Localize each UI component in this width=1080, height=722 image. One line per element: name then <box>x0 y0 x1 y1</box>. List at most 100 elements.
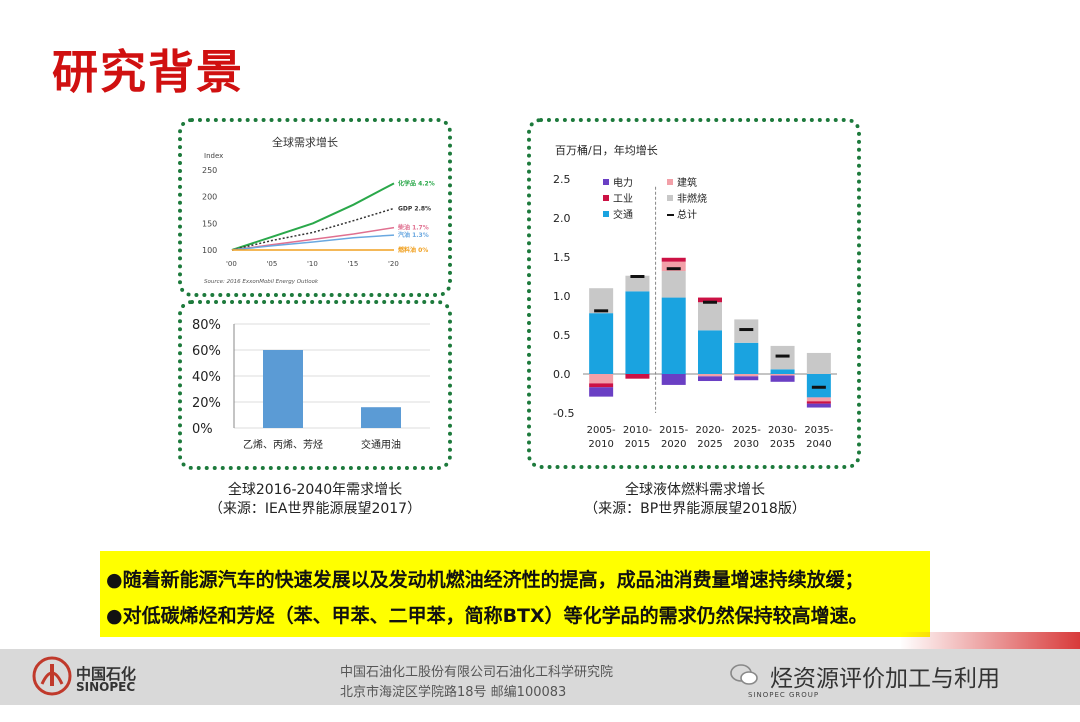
left-caption-title: 全球2016-2040年需求增长 <box>227 482 403 498</box>
bar-segment-industry <box>661 257 686 262</box>
legend-label-total: 总计 <box>677 208 697 221</box>
chart1-xtick: '20 <box>388 260 399 268</box>
series-label-diesel: 柴油 1.7% <box>397 224 429 232</box>
chart3-xtick: 2015 <box>625 439 650 450</box>
bar-segment-transport <box>661 297 686 374</box>
bar-segment-nonfuel <box>734 319 759 343</box>
total-marker <box>594 309 609 313</box>
chart3-ytick: -0.5 <box>553 407 574 420</box>
series-line-gasoline <box>231 234 395 251</box>
legend-swatch-nonfuel <box>667 195 673 201</box>
chart3-xtick: 2015- <box>659 425 688 436</box>
chart1-ytick: 250 <box>202 166 217 175</box>
bar-segment-building <box>698 374 722 377</box>
page-title: 研究背景 <box>52 45 244 99</box>
bar-segment-industry <box>698 297 722 303</box>
chart3-xtick: 2020- <box>695 425 724 436</box>
bar-segment-transport <box>698 330 722 374</box>
bar-segment-industry <box>806 401 831 404</box>
wechat-account-name: 烃资源评价加工与利用 <box>770 666 1000 692</box>
legend-label-nonfuel: 非燃烧 <box>677 192 707 205</box>
chart3-xtick: 2025 <box>697 439 722 450</box>
bar-chart-panel: 80% 60% 40% 20% 0% 乙烯、丙烯、芳烃 交通用油 <box>178 300 452 470</box>
legend-swatch-power <box>603 179 609 185</box>
chart3-xtick: 2010- <box>623 425 652 436</box>
chart3-ytick: 1.5 <box>553 251 571 264</box>
chart1-ylabel: Index <box>204 152 223 160</box>
right-caption: 全球液体燃料需求增长 （来源：BP世界能源展望2018版） <box>560 481 830 519</box>
wechat-icon <box>730 664 758 685</box>
bar-segment-industry <box>589 383 614 388</box>
bar-segment-power <box>589 387 614 397</box>
bar-segment-transport <box>625 291 650 374</box>
stacked-bar-chart-panel: 百万桶/日，年均增长 2.5 2.0 1.5 1.0 0.5 0.0 -0.5 2005- 2… <box>527 118 861 469</box>
chart3-xtick: 2035- <box>804 425 833 436</box>
chart1-ytick: 200 <box>202 193 217 202</box>
line-chart-panel: 全球需求增长 Index 250 200 150 100 '00 '05 '10 '15 '20… <box>178 118 452 297</box>
left-caption-source: （来源：IEA世界能源展望2017） <box>208 501 422 517</box>
total-marker <box>703 300 717 304</box>
chart2-ytick: 0% <box>192 422 213 437</box>
left-caption: 全球2016-2040年需求增长 （来源：IEA世界能源展望2017） <box>178 481 452 519</box>
chart3-xtick: 2025- <box>732 425 761 436</box>
series-label-gdp: GDP 2.8% <box>398 205 431 212</box>
legend-label-building: 建筑 <box>677 176 697 189</box>
series-line-chem <box>231 182 395 251</box>
chart1-xtick: '15 <box>348 260 359 268</box>
bar-segment-nonfuel <box>806 352 831 374</box>
chart2-ytick: 20% <box>192 396 221 411</box>
liquid-fuel-demand-chart: 百万桶/日，年均增长 2.5 2.0 1.5 1.0 0.5 0.0 -0.5 2005- 2… <box>553 143 837 450</box>
chart3-ytick: 1.0 <box>553 290 571 303</box>
series-label-chem: 化学品 4.2% <box>398 179 435 187</box>
right-caption-title: 全球液体燃料需求增长 <box>625 482 765 498</box>
chart3-xtick: 2035 <box>770 439 795 450</box>
sinopec-logo-icon <box>32 656 72 696</box>
logo-cn-text: 中国石化 <box>76 665 137 683</box>
chart1-xtick: '10 <box>307 260 318 268</box>
bar-1 <box>361 407 401 428</box>
total-marker <box>739 328 754 332</box>
chart3-ytick: 0.0 <box>553 368 571 381</box>
series-label-gasoline: 汽油 1.3% <box>398 231 429 239</box>
chart3-xtick: 2020 <box>661 439 686 450</box>
chart3-xtick: 2030 <box>734 439 759 450</box>
chart3-unit-label: 百万桶/日，年均增长 <box>555 143 658 157</box>
bar-segment-power <box>770 375 795 382</box>
chart2-ytick: 40% <box>192 370 221 385</box>
series-line-diesel <box>231 226 395 251</box>
legend-label-industry: 工业 <box>613 193 633 205</box>
chart2-category-label: 乙烯、丙烯、芳烃 <box>243 438 323 451</box>
legend-swatch-total <box>667 214 674 216</box>
chart1-ytick: 100 <box>202 246 217 255</box>
footer-address: 北京市海淀区学院路18号 邮编100083 <box>340 685 567 700</box>
bar-segment-building <box>734 374 759 377</box>
total-marker <box>630 275 645 278</box>
global-demand-line-chart: 全球需求增长 Index 250 200 150 100 '00 '05 '10 '15 '20… <box>202 135 435 285</box>
chart3-xtick: 2030- <box>768 425 797 436</box>
right-caption-source: （来源：BP世界能源展望2018版） <box>584 501 806 517</box>
logo-en-text: SINOPEC <box>76 680 136 694</box>
total-marker <box>811 385 826 389</box>
chart3-ytick: 2.5 <box>553 173 571 186</box>
series-line-gdp <box>231 207 395 251</box>
sinopec-group-text: SINOPEC GROUP <box>748 691 820 699</box>
chart1-xtick: '00 <box>226 260 237 268</box>
highlight-note: ●随着新能源汽车的快速发展以及发动机燃油经济性的提高，成品油消费量增速持续放缓；… <box>100 551 930 637</box>
chart3-xtick: 2040 <box>806 439 831 450</box>
bar-segment-nonfuel <box>661 271 686 298</box>
bar-segment-power <box>734 376 759 381</box>
legend-label-power: 电力 <box>613 176 633 189</box>
bar-segment-building <box>589 374 614 384</box>
total-marker <box>666 267 681 271</box>
bar-segment-nonfuel <box>770 345 795 370</box>
chart2-ytick: 80% <box>192 318 221 333</box>
bar-segment-transport <box>806 374 831 398</box>
chart3-xtick: 2005- <box>587 425 616 436</box>
bar-segment-transport <box>589 313 614 374</box>
chart2-category-label: 交通用油 <box>361 438 401 451</box>
note-line-2: ●对低碳烯烃和芳烃（苯、甲苯、二甲苯，简称BTX）等化学品的需求仍然保持较高增速… <box>106 605 868 627</box>
bar-segment-building <box>661 261 686 272</box>
series-label-fuel: 燃料油 0% <box>398 246 428 254</box>
bar-segment-transport <box>770 369 795 374</box>
chart2-ytick: 60% <box>192 344 221 359</box>
